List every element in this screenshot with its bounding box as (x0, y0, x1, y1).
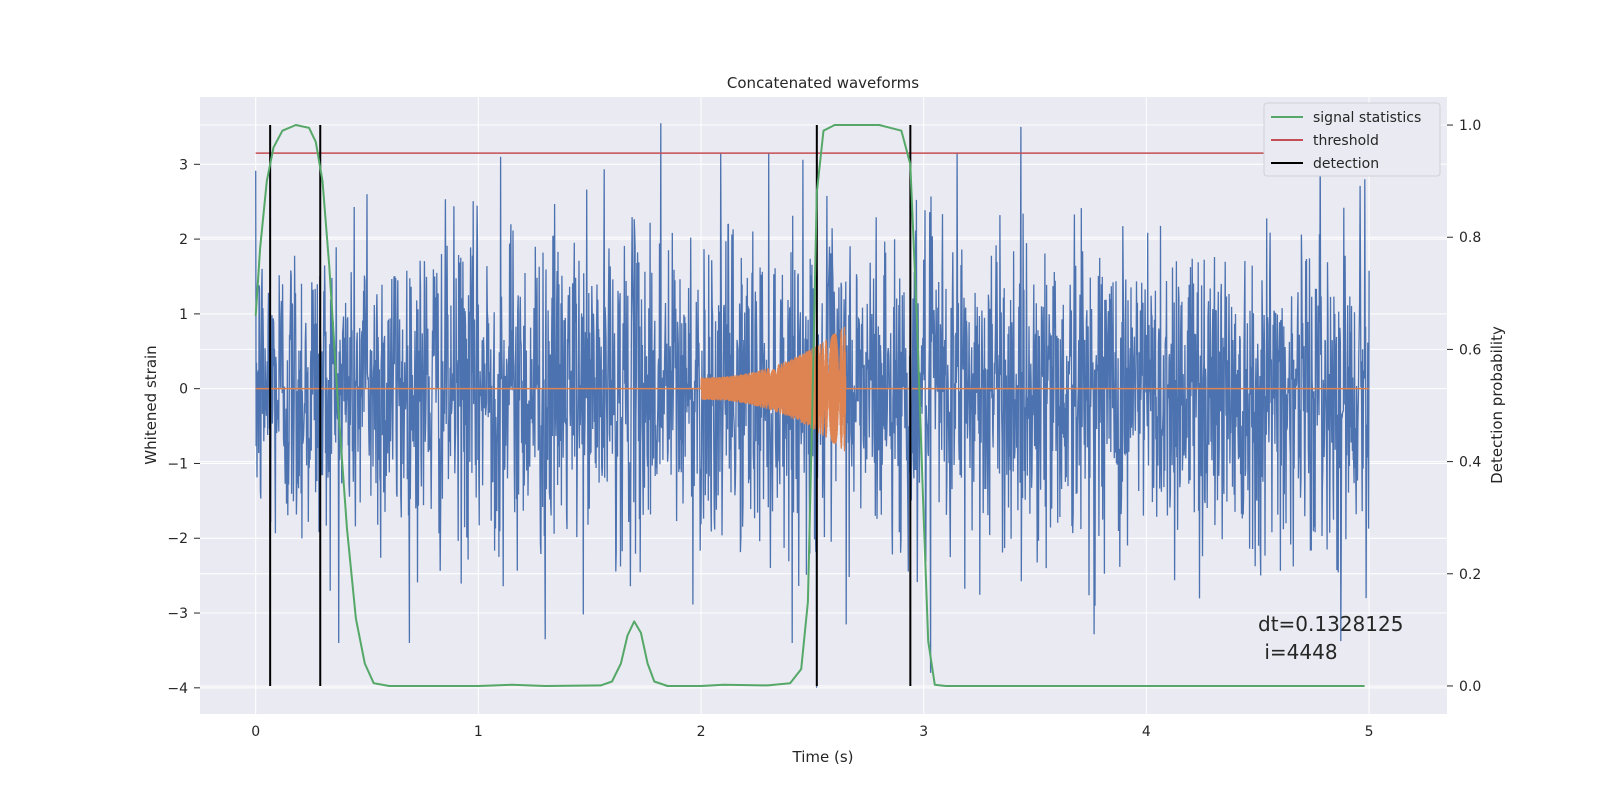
y-axis-right: 0.0 0.2 0.4 0.6 0.8 1.0 (1447, 118, 1481, 695)
y2-axis-title: Detection probability (1488, 326, 1506, 484)
legend: signal statistics threshold detection (1263, 102, 1441, 177)
y2-tick-label: 0.8 (1459, 230, 1481, 246)
y2-tick-label: 0.0 (1459, 679, 1481, 695)
y-tick-label: 3 (179, 157, 188, 173)
x-axis: 0 1 2 3 4 5 (251, 724, 1373, 740)
y-tick-label: −2 (167, 531, 188, 547)
x-axis-title: Time (s) (792, 748, 854, 766)
y-axis-title: Whitened strain (142, 345, 160, 464)
y-tick-label: 2 (179, 232, 188, 248)
signal-statistics-series (254, 124, 1365, 687)
annotation-i: i=4448 (1258, 640, 1338, 664)
y-tick-label: −3 (167, 606, 188, 622)
legend-label-signal-statistics: signal statistics (1313, 110, 1421, 126)
y-axis-left: −4 −3 −2 −1 0 1 2 3 (167, 157, 200, 697)
x-tick-label: 1 (474, 724, 483, 740)
chart-title: Concatenated waveforms (727, 74, 919, 92)
signal-statistics-line (254, 124, 1365, 687)
y2-tick-label: 0.2 (1459, 567, 1481, 583)
x-tick-label: 4 (1142, 724, 1151, 740)
legend-label-threshold: threshold (1313, 133, 1379, 149)
legend-box (1263, 102, 1441, 177)
y-tick-label: −1 (167, 456, 188, 472)
y2-tick-label: 1.0 (1459, 118, 1481, 134)
y-tick-label: 0 (179, 382, 188, 398)
legend-label-detection: detection (1313, 156, 1379, 172)
x-tick-label: 0 (251, 724, 260, 740)
annotation-dt: dt=0.1328125 (1258, 612, 1403, 636)
y2-tick-label: 0.4 (1459, 455, 1481, 471)
y-tick-label: −4 (167, 681, 188, 697)
chirp-line (700, 326, 847, 452)
x-tick-label: 2 (697, 724, 706, 740)
x-tick-label: 3 (919, 724, 928, 740)
y-tick-label: 1 (179, 307, 188, 323)
detection-series (269, 125, 912, 686)
x-tick-label: 5 (1365, 724, 1374, 740)
y2-tick-label: 0.6 (1459, 342, 1481, 358)
